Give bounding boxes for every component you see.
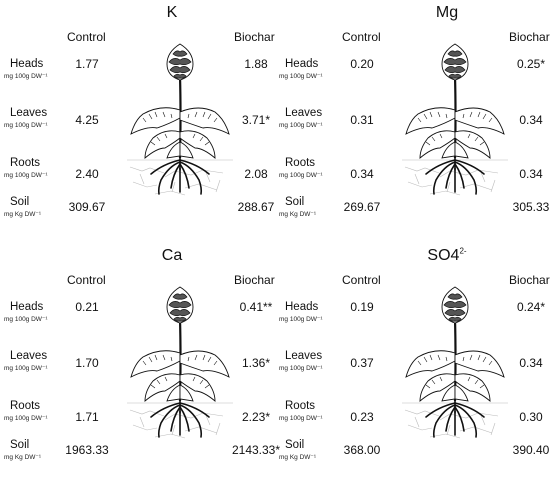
row-unit: mg 100g DW⁻¹: [4, 316, 48, 323]
row-unit: mg 100g DW⁻¹: [4, 365, 48, 372]
row-unit: mg Kg DW⁻¹: [4, 211, 42, 218]
row-label-heads: Heads: [10, 58, 44, 70]
row-unit: mg 100g DW⁻¹: [279, 172, 323, 179]
row-label-soil: Soil: [10, 439, 30, 451]
control-value: 1.71: [75, 410, 99, 424]
control-value: 0.20: [350, 57, 374, 71]
control-value: 0.23: [350, 410, 374, 424]
panel-title-sup: 2-: [459, 246, 467, 256]
row-label-leaves: Leaves: [285, 107, 323, 119]
biochar-value: 1.36*: [241, 356, 271, 370]
row-label-roots: Roots: [285, 400, 316, 412]
control-header: Control: [342, 273, 381, 287]
panel-title-text: K: [166, 4, 178, 21]
row-label-heads: Heads: [10, 301, 44, 313]
row-unit: mg 100g DW⁻¹: [279, 122, 323, 129]
artichoke-plant-icon: [402, 43, 508, 196]
control-value: 309.67: [68, 200, 106, 214]
control-value: 0.31: [350, 113, 374, 127]
control-header: Control: [342, 30, 381, 44]
control-header: Control: [67, 273, 106, 287]
row-unit: mg 100g DW⁻¹: [279, 365, 323, 372]
artichoke-plant-icon: [127, 286, 233, 439]
nutrient-panel-0: K Control Biochar: [0, 0, 275, 242]
nutrient-panel-2: Ca Control Biochar: [0, 243, 280, 485]
biochar-value: 0.24*: [516, 300, 546, 314]
row-unit: mg Kg DW⁻¹: [279, 211, 317, 218]
biochar-value: 0.34: [519, 113, 543, 127]
control-value: 4.25: [75, 113, 99, 127]
control-value: 0.19: [350, 300, 374, 314]
control-value: 0.21: [75, 300, 99, 314]
biochar-value: 288.67: [237, 200, 275, 214]
nutrient-panel-3: SO42- Control Biochar: [275, 243, 550, 485]
row-unit: mg 100g DW⁻¹: [4, 73, 48, 80]
biochar-value: 3.71*: [241, 113, 271, 127]
biochar-header: Biochar: [509, 30, 550, 44]
row-unit: mg 100g DW⁻¹: [4, 415, 48, 422]
control-value: 0.37: [350, 356, 374, 370]
control-value: 368.00: [343, 443, 381, 457]
row-label-soil: Soil: [285, 439, 305, 451]
biochar-header: Biochar: [234, 273, 275, 287]
biochar-value: 0.34: [519, 356, 543, 370]
biochar-value: 2143.33*: [231, 443, 281, 457]
panel-title: SO42-: [427, 247, 466, 265]
row-label-roots: Roots: [10, 400, 41, 412]
biochar-value: 0.41**: [239, 300, 273, 314]
row-label-soil: Soil: [10, 196, 30, 208]
control-value: 269.67: [343, 200, 381, 214]
biochar-value: 0.30: [519, 410, 543, 424]
biochar-value: 0.25*: [516, 57, 546, 71]
row-label-roots: Roots: [10, 157, 41, 169]
nutrient-panel-1: Mg Control Biochar: [275, 0, 550, 242]
row-label-soil: Soil: [285, 196, 305, 208]
control-value: 2.40: [75, 167, 99, 181]
row-label-leaves: Leaves: [10, 350, 48, 362]
row-label-heads: Heads: [285, 58, 319, 70]
biochar-value: 1.88: [244, 57, 268, 71]
panel-title-text: Ca: [161, 247, 183, 264]
control-value: 1.77: [75, 57, 99, 71]
control-header: Control: [67, 30, 106, 44]
row-unit: mg 100g DW⁻¹: [279, 316, 323, 323]
artichoke-plant-icon: [127, 43, 233, 196]
row-unit: mg 100g DW⁻¹: [4, 172, 48, 179]
row-label-leaves: Leaves: [10, 107, 48, 119]
biochar-value: 0.34: [519, 167, 543, 181]
biochar-header: Biochar: [509, 273, 550, 287]
row-unit: mg 100g DW⁻¹: [279, 73, 323, 80]
row-unit: mg Kg DW⁻¹: [279, 454, 317, 461]
artichoke-plant-icon: [402, 286, 508, 439]
biochar-value: 390.40: [512, 443, 550, 457]
control-value: 0.34: [350, 167, 374, 181]
biochar-value: 2.08: [244, 167, 268, 181]
panel-title: K: [167, 4, 178, 22]
biochar-value: 2.23*: [241, 410, 271, 424]
row-label-heads: Heads: [285, 301, 319, 313]
biochar-value: 305.33: [512, 200, 550, 214]
control-value: 1.70: [75, 356, 99, 370]
panel-title: Ca: [162, 247, 182, 265]
control-value: 1963.33: [65, 443, 109, 457]
panel-title-text: Mg: [435, 4, 459, 21]
row-label-roots: Roots: [285, 157, 316, 169]
panel-title-text: SO4: [427, 247, 460, 264]
row-unit: mg 100g DW⁻¹: [4, 122, 48, 129]
row-label-leaves: Leaves: [285, 350, 323, 362]
biochar-header: Biochar: [234, 30, 275, 44]
row-unit: mg 100g DW⁻¹: [279, 415, 323, 422]
panel-title: Mg: [436, 4, 458, 22]
row-unit: mg Kg DW⁻¹: [4, 454, 42, 461]
